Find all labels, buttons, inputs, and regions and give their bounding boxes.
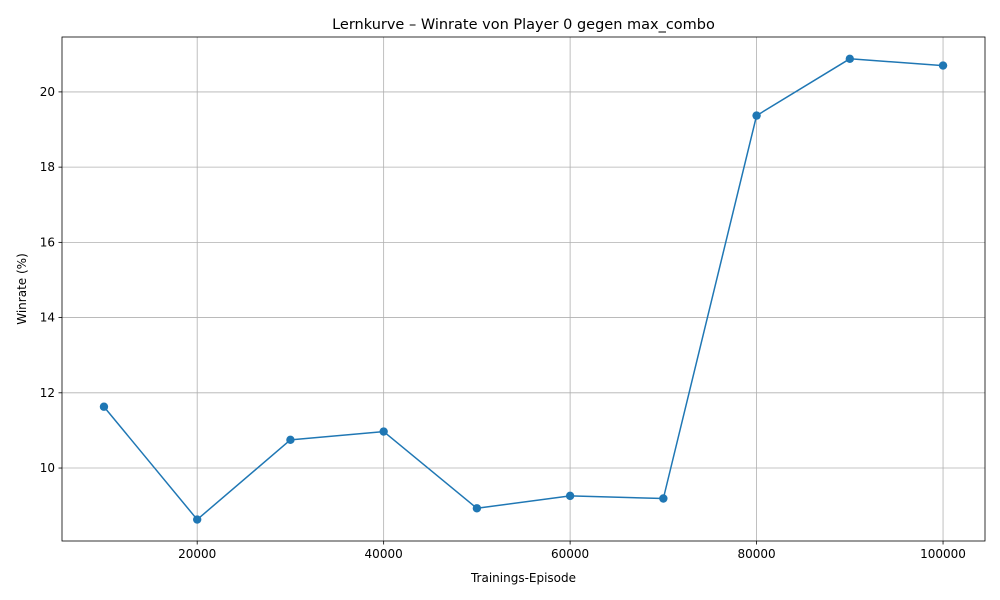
grid bbox=[62, 37, 985, 541]
y-tick-label: 16 bbox=[40, 235, 55, 249]
x-axis-label: Trainings-Episode bbox=[470, 571, 576, 585]
data-point bbox=[379, 427, 388, 436]
y-tick-label: 18 bbox=[40, 160, 55, 174]
y-tick-label: 12 bbox=[40, 386, 55, 400]
series-layer bbox=[99, 54, 948, 524]
axis-ticks: 20000 40000 60000 80000 100000 10 12 14 16 18 20 bbox=[40, 85, 966, 561]
plot-area-frame bbox=[61, 36, 986, 542]
x-tick-label: 20000 bbox=[178, 547, 216, 561]
y-tick-label: 14 bbox=[40, 311, 55, 325]
x-tick-label: 80000 bbox=[737, 547, 775, 561]
data-point bbox=[938, 61, 948, 70]
data-point bbox=[192, 515, 202, 524]
data-point bbox=[565, 491, 575, 501]
x-tick-label: 100000 bbox=[920, 547, 966, 561]
y-tick-label: 20 bbox=[40, 85, 55, 99]
y-tick-label: 10 bbox=[40, 461, 55, 475]
data-point bbox=[472, 504, 482, 513]
y-axis-label: Winrate (%) bbox=[15, 253, 29, 325]
data-point bbox=[659, 494, 668, 503]
data-point bbox=[286, 435, 295, 445]
data-point bbox=[752, 111, 761, 120]
x-tick-label: 40000 bbox=[365, 547, 403, 561]
data-point bbox=[99, 402, 109, 411]
data-point bbox=[845, 54, 855, 64]
chart-title: Lernkurve – Winrate von Player 0 gegen m… bbox=[332, 17, 715, 33]
series-line bbox=[103, 58, 944, 521]
x-tick-label: 60000 bbox=[551, 547, 589, 561]
